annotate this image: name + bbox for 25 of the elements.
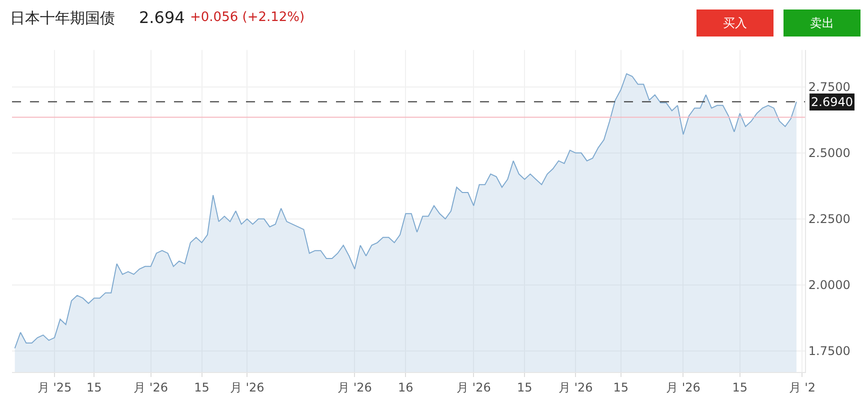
text: 买入 xyxy=(723,16,747,30)
chart-title: 日本十年期国债 xyxy=(10,9,115,27)
x-tick-label: 月 '26 xyxy=(134,380,168,394)
x-tick-label: 月 '26 xyxy=(558,380,593,394)
x-tick-label: 15 xyxy=(516,380,532,394)
x-tick-label: 15 xyxy=(86,380,102,394)
x-tick-label: 16 xyxy=(398,380,414,394)
text: 2.694 xyxy=(139,8,185,27)
ref-line-label: 2.6940 xyxy=(811,95,853,109)
y-tick-label: 2.0000 xyxy=(808,278,850,292)
x-tick-label: 月 '2 xyxy=(788,380,816,394)
y-tick-label: 2.2500 xyxy=(808,212,850,226)
y-tick-label: 2.7500 xyxy=(808,80,850,94)
x-tick-label: 15 xyxy=(613,380,629,394)
y-tick-label: 2.5000 xyxy=(808,146,850,160)
x-tick-label: 月 '26 xyxy=(230,380,264,394)
x-tick-label: 月 '26 xyxy=(337,380,372,394)
x-tick-label: 15 xyxy=(732,380,748,394)
text: +0.056 (+2.12%) xyxy=(190,10,305,25)
x-tick-label: 月 '25 xyxy=(37,380,72,394)
x-tick-label: 15 xyxy=(194,380,210,394)
text: 卖出 xyxy=(810,16,834,30)
x-tick-label: 月 '26 xyxy=(666,380,700,394)
y-tick-label: 1.7500 xyxy=(808,344,850,358)
x-tick-label: 月 '26 xyxy=(456,380,491,394)
